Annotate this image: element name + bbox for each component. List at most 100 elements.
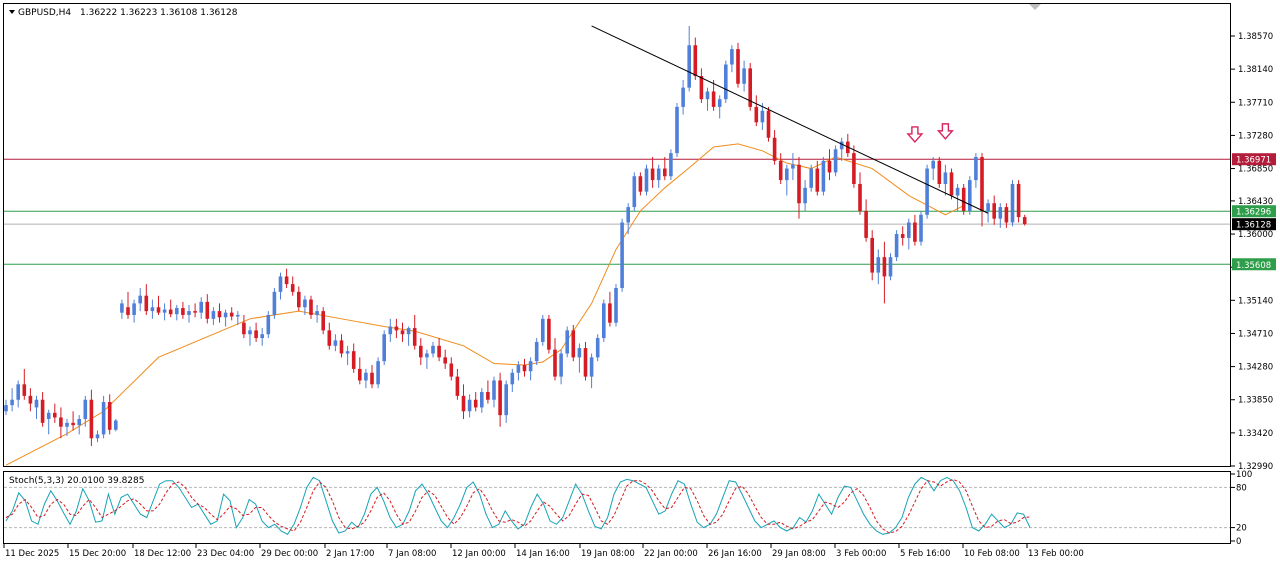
candle (815, 160, 820, 196)
price-axis: 1.38570 1.38140 1.37710 1.37280 1.36850 1.364… (1231, 32, 1273, 472)
candle-body (681, 87, 685, 107)
candle-body (577, 348, 582, 358)
candle-body (339, 340, 344, 354)
candle (638, 172, 643, 196)
candle-body (315, 311, 319, 315)
trendline-layer[interactable] (591, 25, 989, 214)
candle-body (40, 399, 45, 423)
candle (223, 309, 228, 327)
candle-body (492, 380, 496, 400)
candle (156, 295, 161, 315)
candle (943, 164, 948, 196)
candle-body (400, 330, 405, 335)
candle (40, 392, 45, 427)
symbol-label: GBPUSD,H4 (18, 8, 71, 18)
candle-body (193, 311, 197, 313)
candle-body (260, 334, 264, 339)
candle-body (425, 353, 429, 358)
candle (583, 341, 588, 381)
candle (290, 276, 295, 296)
candle-body (345, 351, 350, 354)
candle (205, 294, 210, 324)
time-tick-label: 5 Feb 16:00 (900, 549, 950, 559)
candle-body (949, 172, 954, 196)
candle (376, 357, 380, 389)
candle-body (156, 307, 161, 313)
candle-body (778, 160, 783, 181)
price-tick-label: 1.34710 (1238, 329, 1273, 339)
candle-body (919, 214, 923, 242)
candle (656, 164, 661, 188)
candle-body (437, 345, 441, 358)
candle (297, 286, 301, 312)
candle-body (327, 330, 332, 346)
candle (528, 357, 533, 381)
price-tick-label: 1.36430 (1238, 197, 1273, 207)
candle (602, 299, 606, 342)
candle-body (998, 207, 1003, 219)
candle-body (297, 291, 301, 308)
candle (797, 156, 801, 219)
candle (150, 299, 155, 319)
candle (10, 388, 14, 412)
candle-body (986, 203, 990, 211)
trendline[interactable] (591, 25, 989, 214)
candle-body (455, 376, 460, 396)
candle-body (449, 363, 454, 377)
time-tick-label: 13 Feb 00:00 (1028, 549, 1084, 559)
candle-body (376, 361, 380, 385)
candle-body (711, 91, 716, 107)
candle-body (766, 110, 771, 138)
candle-body (894, 234, 899, 258)
candle-body (541, 318, 545, 342)
candle (925, 164, 929, 219)
candle (510, 368, 515, 393)
candle (858, 172, 862, 215)
candle-body (510, 372, 515, 385)
candle (126, 291, 130, 319)
candle (571, 324, 576, 362)
candle (541, 314, 545, 346)
candle (614, 284, 618, 327)
candle (4, 399, 8, 416)
candle (406, 326, 411, 346)
candle-body (4, 405, 8, 412)
candle-body (742, 68, 746, 84)
candle-body (797, 164, 801, 204)
price-tick-label: 1.35140 (1238, 296, 1273, 306)
candle (351, 343, 356, 373)
level-lines (4, 158, 1230, 265)
candle (162, 303, 167, 321)
candle-body (162, 309, 167, 313)
candle (699, 68, 704, 104)
candle (608, 291, 612, 327)
candle (565, 326, 569, 358)
candle (669, 149, 673, 181)
candle-body (126, 307, 130, 315)
candle (217, 303, 222, 323)
symbol-menu-icon[interactable] (9, 10, 15, 14)
candle (114, 418, 118, 432)
candle (242, 314, 246, 339)
candle-body (83, 399, 88, 419)
candle (309, 295, 313, 319)
candle (321, 307, 325, 335)
candle (272, 287, 277, 319)
candle-body (53, 412, 57, 418)
candle-body (907, 222, 911, 238)
candle (455, 368, 460, 400)
candle (22, 368, 27, 400)
level-label: 1.36128 (1236, 221, 1271, 231)
collapse-arrow-icon[interactable] (1029, 4, 1041, 10)
price-tick-label: 1.38570 (1238, 32, 1273, 42)
candle-body (833, 149, 838, 173)
candle-body (217, 311, 222, 318)
candle (339, 334, 344, 358)
candle (620, 218, 624, 292)
candle-body (864, 210, 868, 238)
candle (89, 389, 94, 446)
level-label: 1.36971 (1236, 156, 1271, 166)
candle (955, 183, 960, 211)
candles (4, 25, 1027, 446)
